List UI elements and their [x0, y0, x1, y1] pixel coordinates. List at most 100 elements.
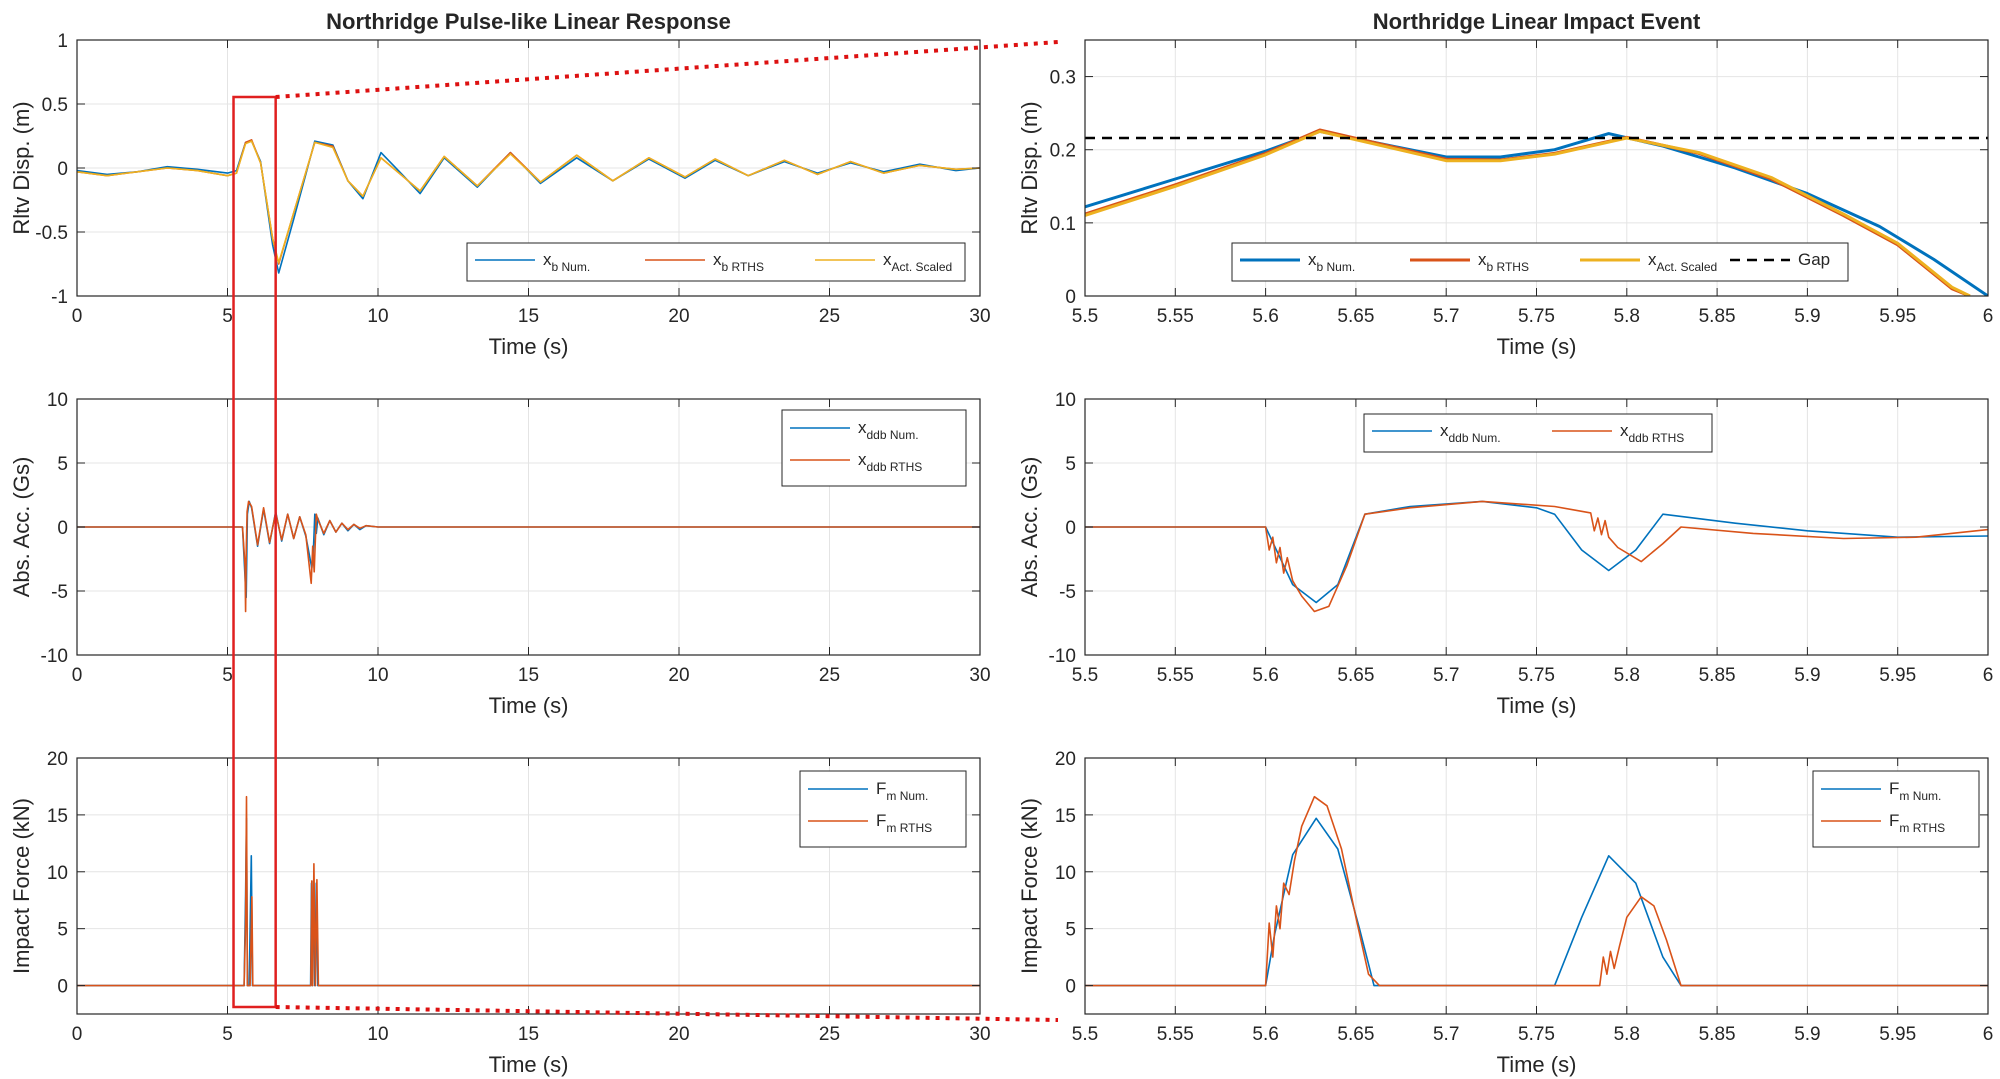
x-tick-label: 0 — [72, 306, 83, 327]
chart-title: Northridge Pulse-like Linear Response — [326, 9, 731, 34]
y-tick-label: 0.3 — [1050, 68, 1076, 89]
x-axis-label: Time (s) — [1497, 334, 1577, 359]
y-tick-label: 10 — [47, 390, 68, 411]
x-tick-label: 5.95 — [1879, 1024, 1916, 1045]
y-axis-label: Abs. Acc. (Gs) — [9, 457, 34, 598]
x-tick-label: 15 — [518, 306, 539, 327]
y-tick-label: 10 — [47, 863, 68, 884]
y-tick-label: 1 — [57, 31, 68, 52]
y-axis-label: Rltv Disp. (m) — [9, 101, 34, 234]
x-tick-label: 6 — [1983, 1024, 1994, 1045]
x-tick-label: 30 — [969, 665, 990, 686]
legend-label: xddb Num. — [858, 418, 919, 442]
x-tick-label: 5.85 — [1699, 306, 1736, 327]
x-axis-label: Time (s) — [1497, 1052, 1577, 1077]
series-group — [77, 795, 980, 987]
y-tick-label: 5 — [57, 920, 68, 941]
series-group — [77, 139, 980, 274]
legend-2: xb Num. xb RTHS xAct. Scaled Gap — [1231, 242, 1849, 282]
legend-label: Fm Num. — [876, 779, 928, 803]
y-tick-label: -5 — [51, 582, 68, 603]
legend-box — [466, 242, 966, 282]
chart-2: 5.5 5.55 5.6 5.65 5.7 5.75 5.8 5.85 5.9 5.95 6 0 0.1… — [1017, 9, 1993, 359]
x-tick-label: 5 — [222, 665, 233, 686]
x-tick-label: 5.75 — [1518, 665, 1555, 686]
y-tick-label: 10 — [1055, 863, 1076, 884]
x-tick-label: 5.7 — [1433, 1024, 1459, 1045]
x-tick-label: 5.65 — [1337, 665, 1374, 686]
x-tick-label: 5 — [222, 1024, 233, 1045]
legend-label: xAct. Scaled — [883, 250, 952, 274]
x-axis-label: Time (s) — [1497, 693, 1577, 718]
x-tick-label: 10 — [367, 1024, 388, 1045]
legend-box — [1231, 242, 1849, 282]
x-tick-label: 5.9 — [1794, 306, 1820, 327]
legend-1: xb Num. xb RTHS xAct. Scaled — [466, 242, 966, 282]
chart-title: Northridge Linear Impact Event — [1373, 9, 1701, 34]
x-tick-label: 5.9 — [1794, 1024, 1820, 1045]
x-tick-label: 5.6 — [1252, 306, 1278, 327]
y-tick-label: 0.5 — [42, 95, 68, 116]
x-tick-label: 5.75 — [1518, 1024, 1555, 1045]
y-axis-label: Rltv Disp. (m) — [1017, 101, 1042, 234]
x-tick-label: 10 — [367, 665, 388, 686]
x-tick-label: 5.8 — [1614, 1024, 1640, 1045]
x-tick-label: 5.65 — [1337, 306, 1374, 327]
legend-5: Fm Num. Fm RTHS — [799, 770, 967, 848]
x-tick-label: 5.7 — [1433, 306, 1459, 327]
series-group — [1085, 500, 1988, 613]
y-tick-label: 15 — [1055, 806, 1076, 827]
series-group — [1085, 795, 1988, 987]
y-axis-label: Impact Force (kN) — [1017, 798, 1042, 974]
y-tick-label: 0 — [1065, 977, 1076, 998]
x-tick-label: 5.6 — [1252, 665, 1278, 686]
zoom-projection-bottom — [275, 1005, 1059, 1022]
y-tick-label: 20 — [1055, 749, 1076, 770]
series-group — [77, 500, 980, 613]
x-tick-label: 10 — [367, 306, 388, 327]
legend-box — [799, 770, 967, 848]
legend-label: xb RTHS — [1478, 250, 1529, 274]
y-tick-label: 5 — [1065, 920, 1076, 941]
x-tick-label: 0 — [72, 665, 83, 686]
x-tick-label: 5.5 — [1072, 306, 1098, 327]
legend-label: xddb RTHS — [858, 450, 922, 474]
y-tick-label: 15 — [47, 806, 68, 827]
legend-label: Fm RTHS — [1889, 811, 1945, 835]
y-tick-label: 0 — [1065, 287, 1076, 308]
y-tick-label: 0.2 — [1050, 141, 1076, 162]
x-tick-label: 20 — [668, 306, 689, 327]
x-tick-label: 5.55 — [1157, 306, 1194, 327]
series-group — [1085, 128, 1988, 296]
x-tick-label: 25 — [819, 665, 840, 686]
y-axis-label: Abs. Acc. (Gs) — [1017, 457, 1042, 598]
legend-6: Fm Num. Fm RTHS — [1812, 770, 1980, 848]
legend-box — [781, 409, 967, 487]
x-axis-label: Time (s) — [489, 693, 569, 718]
y-tick-label: 0 — [57, 518, 68, 539]
x-tick-label: 5.55 — [1157, 1024, 1194, 1045]
legend-label: xb Num. — [543, 250, 590, 274]
x-tick-label: 5.65 — [1337, 1024, 1374, 1045]
legend-label: xb RTHS — [713, 250, 764, 274]
x-tick-label: 5.55 — [1157, 665, 1194, 686]
x-tick-label: 5.75 — [1518, 306, 1555, 327]
legend-label: Gap — [1798, 250, 1830, 269]
y-tick-label: 0 — [57, 159, 68, 180]
legend-4: xddb Num. xddb RTHS — [1363, 413, 1713, 453]
x-tick-label: 15 — [518, 1024, 539, 1045]
y-tick-label: 0 — [57, 977, 68, 998]
legend-label: xb Num. — [1308, 250, 1355, 274]
y-tick-label: -1 — [51, 287, 68, 308]
x-tick-label: 5.7 — [1433, 665, 1459, 686]
legend-label: Fm RTHS — [876, 811, 932, 835]
x-axis-label: Time (s) — [489, 1052, 569, 1077]
x-tick-label: 30 — [969, 306, 990, 327]
y-tick-label: 20 — [47, 749, 68, 770]
x-tick-label: 5.8 — [1614, 665, 1640, 686]
y-tick-label: 5 — [57, 454, 68, 475]
y-tick-label: 10 — [1055, 390, 1076, 411]
x-tick-label: 15 — [518, 665, 539, 686]
x-tick-label: 5.6 — [1252, 1024, 1278, 1045]
